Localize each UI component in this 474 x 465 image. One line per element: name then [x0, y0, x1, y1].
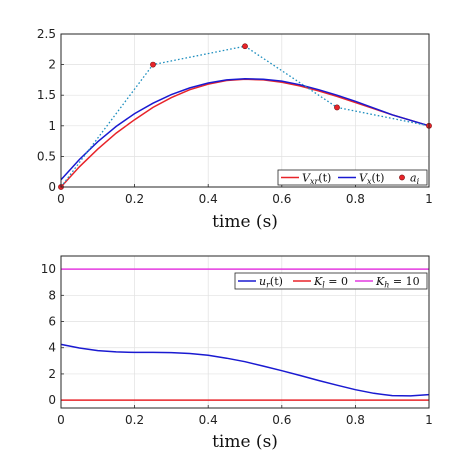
x-tick-label: 0.2 [125, 413, 144, 427]
y-tick-label: 2 [48, 58, 56, 72]
x-tick-label: 0.4 [199, 192, 218, 206]
y-tick-label: 10 [41, 262, 56, 276]
chart-top: 0 0.5 1 1.5 2 2.5 0 0.2 0.4 0.6 0.8 1 time (s) Vxr… [37, 27, 433, 232]
y-tick-label: 1 [48, 119, 56, 133]
y-tick-label: 1.5 [37, 88, 56, 102]
legend-box-bottom [234, 272, 428, 290]
legend-label-ur: ur(t) [259, 275, 283, 290]
x-axis-label-bottom: time (s) [212, 432, 278, 452]
series-bottom [60, 268, 430, 401]
x-tick-label: 1 [425, 192, 433, 206]
data-point-a-i [334, 104, 340, 111]
y-tick-labels-bottom: 0 2 4 6 8 10 [41, 262, 56, 407]
x-tick-label: 0.4 [199, 413, 218, 427]
plot-frame-top [60, 33, 430, 188]
chart-bottom: 0 2 4 6 8 10 0 0.2 0.4 0.6 0.8 1 time (s) ur(t) Kl… [41, 255, 433, 452]
legend-top: Vxr(t) Vx(t) ai [277, 169, 428, 187]
series-top [58, 43, 432, 190]
y-tick-label: 2 [48, 367, 56, 381]
legend-label-kh: Kh = 10 [375, 275, 420, 290]
legend-swatch-ai [399, 174, 405, 181]
y-tick-labels-top: 0 0.5 1 1.5 2 2.5 [37, 27, 56, 194]
x-tick-label: 1 [425, 413, 433, 427]
y-tick-label: 2.5 [37, 27, 56, 41]
series-line-v-x-t [60, 77, 430, 181]
x-tick-label: 0.2 [125, 192, 144, 206]
legend-label-vx: Vx(t) [359, 172, 384, 187]
y-tick-label: 6 [48, 315, 56, 329]
plot-area-top [61, 34, 429, 187]
x-tick-label: 0 [57, 192, 65, 206]
x-axis-label-top: time (s) [212, 212, 278, 232]
x-tick-label: 0.8 [346, 413, 365, 427]
legend-label-kl: Kl = 0 [313, 275, 348, 290]
legend-label-vxr: Vxr(t) [302, 172, 331, 187]
x-tick-label: 0.6 [272, 413, 291, 427]
series-line-a-i [60, 45, 430, 188]
data-point-a-i [150, 61, 156, 68]
x-tick-label: 0 [57, 413, 65, 427]
series-line-u-r-t [60, 343, 430, 397]
y-tick-label: 0 [48, 393, 56, 407]
legend-label-ai: ai [410, 172, 420, 187]
x-tick-labels-top: 0 0.2 0.4 0.6 0.8 1 [57, 192, 433, 206]
y-tick-label: 0 [48, 180, 56, 194]
x-tick-label: 0.8 [346, 192, 365, 206]
y-tick-label: 8 [48, 288, 56, 302]
plot-frame-bottom [60, 255, 430, 409]
y-tick-label: 4 [48, 341, 56, 355]
data-point-a-i [242, 43, 248, 50]
y-tick-label: 0.5 [37, 149, 56, 163]
x-tick-label: 0.6 [272, 192, 291, 206]
x-tick-labels-bottom: 0 0.2 0.4 0.6 0.8 1 [57, 413, 433, 427]
legend-bottom: ur(t) Kl = 0 Kh = 10 [234, 272, 428, 290]
